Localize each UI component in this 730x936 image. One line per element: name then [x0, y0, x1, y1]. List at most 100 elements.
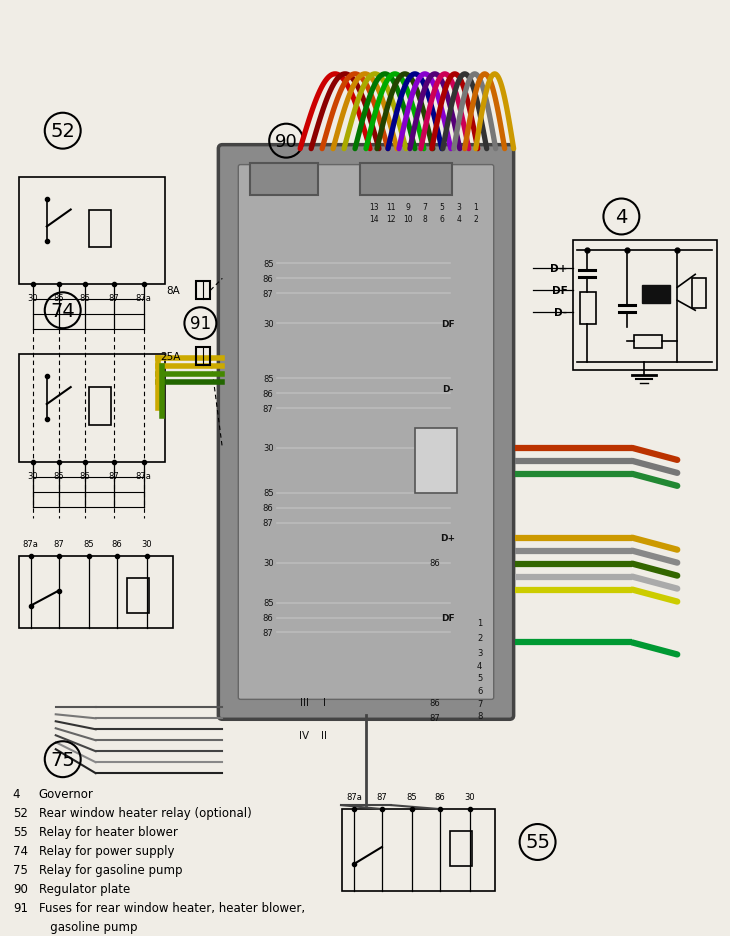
Text: 87a: 87a	[346, 792, 362, 801]
FancyBboxPatch shape	[238, 166, 493, 699]
Text: III: III	[299, 697, 309, 708]
Bar	[572, 241, 717, 371]
Bar	[196, 348, 210, 366]
Text: 14: 14	[369, 214, 379, 224]
Text: 3: 3	[456, 203, 461, 212]
Text: D+: D+	[550, 264, 567, 274]
Text: 90: 90	[274, 133, 298, 151]
Text: 9: 9	[405, 203, 410, 212]
Text: IV: IV	[299, 730, 310, 740]
Text: 86: 86	[111, 539, 122, 548]
Text: 86: 86	[434, 792, 445, 801]
Text: 86: 86	[80, 472, 90, 480]
Text: 10: 10	[403, 214, 412, 224]
Text: 86: 86	[80, 294, 90, 303]
Text: 6: 6	[439, 214, 445, 224]
Text: 2: 2	[473, 214, 478, 224]
Text: 55: 55	[13, 826, 28, 838]
Text: 7: 7	[423, 203, 427, 212]
Text: 5: 5	[439, 203, 445, 212]
Text: Regulator plate: Regulator plate	[39, 882, 130, 895]
Text: 12: 12	[386, 214, 396, 224]
Text: gasoline pump: gasoline pump	[39, 920, 137, 933]
Text: 87a: 87a	[136, 294, 151, 303]
Text: 85: 85	[263, 489, 274, 498]
Bar	[19, 355, 166, 462]
Text: 86: 86	[263, 613, 274, 622]
Text: 52: 52	[50, 122, 75, 141]
Bar	[196, 282, 210, 300]
Text: 87: 87	[263, 519, 274, 528]
Text: 85: 85	[83, 539, 94, 548]
Text: 90: 90	[13, 882, 28, 895]
Text: 85: 85	[407, 792, 418, 801]
Text: 75: 75	[13, 863, 28, 876]
Text: 87: 87	[53, 539, 64, 548]
Text: 86: 86	[263, 504, 274, 513]
FancyBboxPatch shape	[218, 145, 514, 720]
Bar	[692, 279, 706, 309]
Text: 30: 30	[263, 559, 274, 567]
Text: 87a: 87a	[23, 539, 39, 548]
Text: Relay for gasoline pump: Relay for gasoline pump	[39, 863, 182, 876]
Text: 1: 1	[473, 203, 478, 212]
Text: 30: 30	[263, 319, 274, 329]
Text: Relay for heater blower: Relay for heater blower	[39, 826, 177, 838]
Text: 4: 4	[615, 208, 628, 227]
Text: DF: DF	[441, 613, 455, 622]
Text: 87: 87	[263, 628, 274, 637]
Text: 91: 91	[190, 314, 211, 333]
Text: 87: 87	[108, 294, 119, 303]
Text: 30: 30	[28, 294, 38, 303]
Text: I: I	[323, 697, 326, 708]
Text: 85: 85	[263, 374, 274, 383]
Text: Relay for power supply: Relay for power supply	[39, 844, 174, 857]
Bar	[415, 429, 457, 493]
Text: D+: D+	[440, 534, 456, 543]
Bar	[126, 578, 148, 613]
Text: 30: 30	[464, 792, 475, 801]
Bar	[250, 164, 318, 196]
Text: 85: 85	[263, 598, 274, 607]
Text: 25A: 25A	[160, 352, 180, 362]
Text: 6: 6	[477, 686, 483, 695]
Text: D-: D-	[442, 384, 453, 393]
Bar	[19, 178, 166, 285]
Text: 87a: 87a	[136, 472, 151, 480]
Text: 87: 87	[263, 404, 274, 413]
Text: 85: 85	[263, 259, 274, 269]
Text: 52: 52	[13, 806, 28, 819]
Bar	[642, 286, 670, 304]
Bar	[634, 336, 662, 349]
Text: DF: DF	[441, 319, 455, 329]
Text: 86: 86	[429, 559, 440, 567]
Text: 86: 86	[263, 389, 274, 398]
Text: 2: 2	[477, 634, 483, 642]
Text: 30: 30	[28, 472, 38, 480]
Text: 91: 91	[13, 900, 28, 914]
Text: 86: 86	[429, 698, 440, 707]
Text: 85: 85	[53, 472, 64, 480]
Text: 11: 11	[386, 203, 396, 212]
Text: 85: 85	[53, 294, 64, 303]
Text: 5: 5	[477, 673, 483, 682]
Text: 8A: 8A	[166, 286, 180, 296]
Bar	[88, 211, 111, 248]
Text: 30: 30	[141, 539, 152, 548]
Bar	[342, 810, 495, 891]
Text: 55: 55	[525, 833, 550, 852]
Text: 87: 87	[108, 472, 119, 480]
Text: 86: 86	[263, 274, 274, 284]
Text: 4: 4	[477, 661, 483, 670]
Text: DF: DF	[552, 286, 567, 296]
Text: Governor: Governor	[39, 787, 93, 800]
Bar	[360, 164, 452, 196]
Text: 87: 87	[263, 289, 274, 299]
Text: 3: 3	[477, 649, 483, 657]
Text: 8: 8	[477, 711, 483, 720]
Bar	[19, 556, 174, 628]
Text: Rear window heater relay (optional): Rear window heater relay (optional)	[39, 806, 252, 819]
Text: 4: 4	[456, 214, 461, 224]
Bar	[580, 293, 596, 325]
Text: D-: D-	[554, 308, 567, 318]
